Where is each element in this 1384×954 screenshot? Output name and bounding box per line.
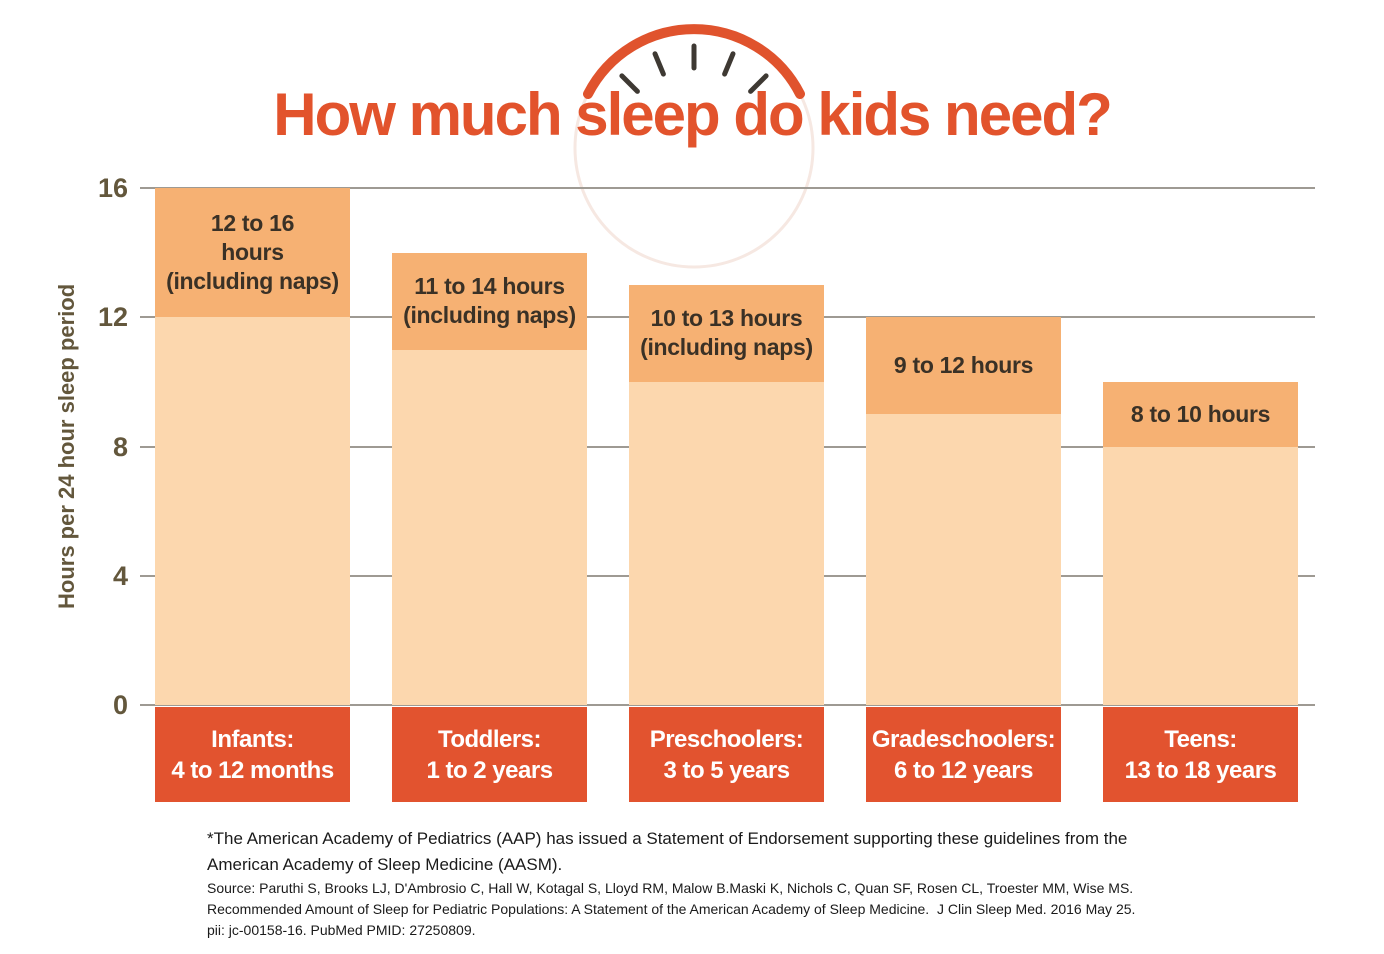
- category-label: 4 to 12 months: [171, 756, 334, 784]
- bar-range-segment: 10 to 13 hours (including naps): [629, 284, 824, 382]
- endorsement-line: *The American Academy of Pediatrics (AAP…: [207, 829, 1128, 848]
- y-tick-label-4: 4: [112, 560, 128, 591]
- endorsement-line: American Academy of Sleep Medicine (AASM…: [207, 855, 563, 874]
- bar-range-label: 9 to 12 hours: [893, 352, 1034, 379]
- bar-preschoolers: 10 to 13 hours (including naps): [629, 284, 824, 705]
- bar-range-label: 12 to 16: [210, 210, 295, 237]
- endorsement-note: *The American Academy of Pediatrics (AAP…: [207, 826, 1227, 878]
- y-axis-label: Hours per 24 hour sleep period: [54, 283, 79, 610]
- y-axis-ticks: 0 4 8 12 16: [80, 173, 128, 720]
- bar-gradeschoolers: 9 to 12 hours: [866, 317, 1061, 705]
- bar-toddlers: 11 to 14 hours (including naps): [392, 252, 587, 705]
- y-tick-label-12: 12: [97, 302, 128, 333]
- category-label: 13 to 18 years: [1124, 756, 1277, 784]
- category-box-gradeschoolers: Gradeschoolers: 6 to 12 years: [866, 707, 1061, 802]
- y-tick-label-8: 8: [112, 431, 128, 462]
- source-line: Recommended Amount of Sleep for Pediatri…: [207, 901, 1136, 917]
- bar-range-label: (including naps): [403, 302, 576, 329]
- chart-area: 0 4 8 12 16 12 to 16 hours (including naps) 11 …: [98, 173, 1315, 803]
- category-label: 6 to 12 years: [894, 756, 1033, 784]
- bar-base-segment: [629, 381, 824, 705]
- bar-base-segment: [155, 317, 350, 705]
- clock-arc: [583, 24, 805, 99]
- source-citation: Source: Paruthi S, Brooks LJ, D'Ambrosio…: [207, 878, 1227, 941]
- bar-range-label: 8 to 10 hours: [1130, 400, 1271, 427]
- category-box-teens: Teens: 13 to 18 years: [1103, 707, 1298, 802]
- category-box-toddlers: Toddlers: 1 to 2 years: [392, 707, 587, 802]
- category-label: Gradeschoolers:: [871, 725, 1056, 753]
- bar-base-segment: [392, 349, 587, 705]
- category-label: Teens:: [1164, 725, 1237, 753]
- y-tick-label-0: 0: [112, 690, 128, 720]
- plot-area: 12 to 16 hours (including naps) 11 to 14 ho…: [140, 187, 1315, 706]
- source-line: pii: jc-00158-16. PubMed PMID: 27250809.: [207, 922, 476, 938]
- footnotes: *The American Academy of Pediatrics (AAP…: [207, 826, 1227, 941]
- bar-range-segment: 9 to 12 hours: [866, 317, 1061, 415]
- bar-range-segment: 12 to 16 hours (including naps): [155, 188, 350, 318]
- bar-range-segment: 8 to 10 hours: [1103, 381, 1298, 447]
- category-box-preschoolers: Preschoolers: 3 to 5 years: [629, 707, 824, 802]
- category-label: Toddlers:: [437, 725, 542, 753]
- page-title: How much sleep do kids need?: [273, 81, 1113, 148]
- category-box-infants: Infants: 4 to 12 months: [155, 707, 350, 802]
- bar-range-label: hours: [221, 239, 284, 266]
- bar-base-segment: [866, 414, 1061, 705]
- category-label: 1 to 2 years: [426, 756, 553, 784]
- source-line: Source: Paruthi S, Brooks LJ, D'Ambrosio…: [207, 880, 1134, 896]
- bar-range-segment: 11 to 14 hours (including naps): [392, 252, 587, 350]
- bar-range-label: 11 to 14 hours: [414, 273, 565, 300]
- bar-teens: 8 to 10 hours: [1103, 381, 1298, 705]
- grid-line-0: [140, 704, 1315, 706]
- clock-tick-marks: [619, 43, 769, 94]
- bar-range-label: 10 to 13 hours: [650, 305, 803, 332]
- grid-line-16: [140, 187, 1315, 189]
- category-label: 3 to 5 years: [663, 756, 790, 784]
- y-tick-label-16: 16: [97, 173, 128, 203]
- clock-icon: [573, 24, 815, 269]
- bar-range-label: (including naps): [640, 334, 813, 361]
- bar-range-label: (including naps): [166, 268, 339, 295]
- category-label: Preschoolers:: [649, 725, 804, 753]
- bar-infants: 12 to 16 hours (including naps): [155, 188, 350, 705]
- bar-base-segment: [1103, 446, 1298, 705]
- category-label: Infants:: [211, 725, 294, 753]
